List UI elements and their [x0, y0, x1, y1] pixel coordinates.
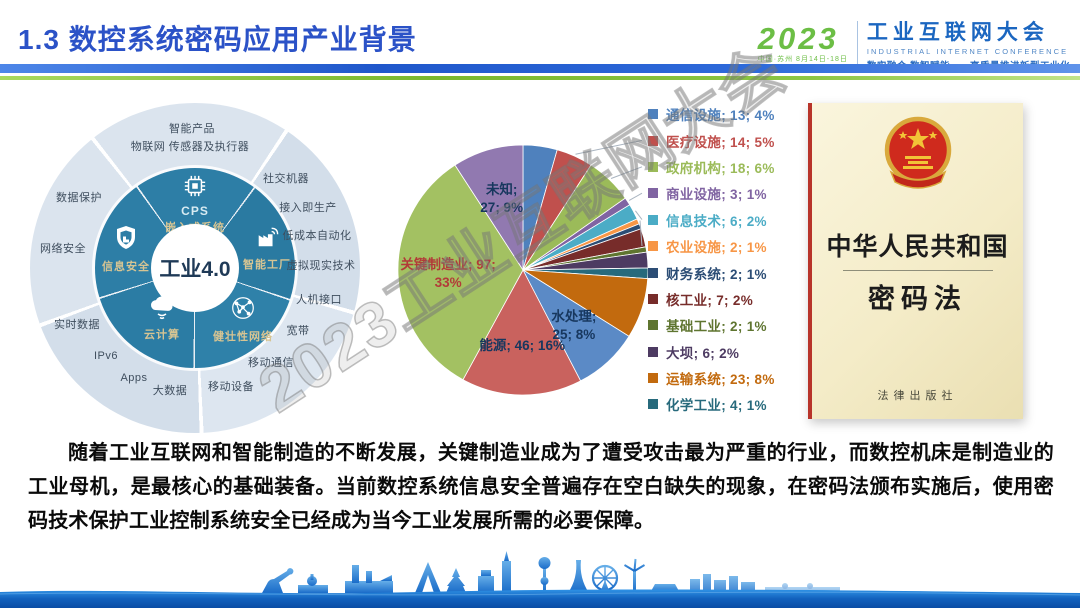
- legend-item: 政府机构; 18; 6%: [648, 154, 775, 180]
- logo-divider: [856, 21, 858, 67]
- legend-item: 农业设施; 2; 1%: [648, 233, 775, 259]
- legend-swatch-icon: [648, 188, 658, 199]
- wheel-segment-infosec: 信息安全: [80, 224, 172, 274]
- legend-leader-line: [628, 192, 643, 201]
- wheel-outer-label: 实时数据: [54, 319, 100, 331]
- wheel-segment-smart-factory: 智能工厂: [221, 226, 313, 272]
- logo-year: 2023: [757, 21, 839, 56]
- legend-item: 通信设施; 13; 4%: [648, 101, 775, 127]
- logo-name: 工业互联网大会: [866, 21, 1049, 44]
- legend-label: 政府机构; 18; 6%: [666, 160, 775, 176]
- wheel-outer-label: 网络安全: [40, 243, 86, 255]
- legend-swatch-icon: [648, 109, 658, 120]
- pie-legend: 通信设施; 13; 4% 医疗设施; 14; 5% 政府机构; 18; 6% 商业设施…: [648, 101, 775, 418]
- legend-item: 基础工业; 2; 1%: [648, 312, 775, 338]
- legend-swatch-icon: [648, 346, 658, 357]
- wheel-outer-label: 社交机器: [263, 173, 309, 185]
- legend-label: 基础工业; 2; 1%: [666, 319, 767, 335]
- header-rule-green: [0, 76, 1080, 80]
- logo-subtitle: 中国·苏州 8月14日-18日: [757, 56, 848, 63]
- wheel-label: 健壮性网络: [213, 331, 273, 343]
- wheel-label: 信息安全: [102, 261, 150, 273]
- header-rule-blue: [0, 64, 1080, 73]
- book-title-law: 密码法: [868, 284, 967, 314]
- network-icon: [229, 294, 257, 327]
- legend-label: 财务系统; 2; 1%: [666, 266, 767, 282]
- legend-item: 医疗设施; 14; 5%: [648, 127, 775, 153]
- pie-data-label: 能源; 46; 16%: [479, 337, 565, 353]
- legend-swatch-icon: [648, 267, 658, 278]
- cryptography-law-book-cover: 中华人民共和国 密码法 法律出版社: [808, 103, 1023, 419]
- legend-swatch-icon: [648, 135, 658, 146]
- attack-sectors-pie-chart: 水处理; 25; 8%能源; 46; 16% 关键制造业; 97; 33% 未知; 27;…: [397, 139, 649, 396]
- legend-item: 财务系统; 2; 1%: [648, 259, 775, 285]
- legend-label: 信息技术; 6; 2%: [666, 213, 767, 229]
- legend-leader-line: [575, 139, 643, 155]
- pie-slice: [454, 144, 524, 272]
- book-title-divider: [842, 270, 993, 271]
- pie-data-label: 未知; 27; 9%: [480, 181, 523, 215]
- wheel-outer-label: IPv6: [93, 350, 119, 362]
- legend-swatch-icon: [648, 214, 658, 225]
- wheel-outer-label: 移动通信: [248, 357, 294, 369]
- legend-label: 通信设施; 13; 4%: [666, 108, 775, 124]
- wheel-outer-label: 宽带: [286, 325, 310, 337]
- wheel-outer-label: 低成本自动化: [282, 230, 352, 242]
- wheel-outer-label: 人机接口: [296, 294, 342, 306]
- wheel-outer-label: Apps: [120, 372, 148, 384]
- wheel-outer-label: 接入即生产: [279, 202, 337, 214]
- wheel-outer-label: 虚拟现实技术: [286, 260, 356, 272]
- legend-swatch-icon: [648, 399, 658, 410]
- city-skyline-graphic: [0, 551, 1080, 608]
- wheel-label: 智能工厂: [243, 259, 291, 271]
- legend-leader-line: [634, 210, 643, 220]
- wheel-outer-label: 物联网 传感器及执行器: [130, 141, 250, 153]
- legend-swatch-icon: [648, 161, 658, 172]
- logo-name-en: INDUSTRIAL INTERNET CONFERENCE: [866, 47, 1069, 56]
- legend-label: 大坝; 6; 2%: [666, 345, 740, 361]
- legend-leader-line: [639, 220, 643, 247]
- wheel-outer-label: 大数据: [152, 385, 188, 397]
- legend-swatch-icon: [648, 373, 658, 384]
- legend-item: 核工业; 7; 2%: [648, 286, 775, 312]
- pie-slice: [462, 269, 582, 396]
- industry40-wheel-diagram: CPS 嵌入式系统 智能工厂 健壮性网络 云计算 信息安全 工业4.0 智能产品…: [20, 102, 370, 434]
- legend-item: 化学工业; 4; 1%: [648, 391, 775, 417]
- wheel-segment-robust-network: 健壮性网络: [197, 294, 289, 344]
- national-emblem-icon: [879, 114, 957, 203]
- pie-slice: [397, 164, 524, 381]
- legend-label: 核工业; 7; 2%: [666, 292, 754, 308]
- book-title-country: 中华人民共和国: [826, 234, 1009, 261]
- legend-swatch-icon: [648, 293, 658, 304]
- legend-label: 农业设施; 2; 1%: [666, 240, 767, 256]
- legend-label: 商业设施; 3; 1%: [666, 187, 767, 203]
- shield-icon: [113, 224, 139, 257]
- wheel-outer-label: 移动设备: [208, 381, 254, 393]
- chip-icon: [182, 174, 208, 203]
- pie-data-label: 水处理; 25; 8%: [551, 308, 596, 342]
- body-paragraph: 随着工业互联网和智能制造的不断发展，关键制造业成为了遭受攻击最为严重的行业，而数…: [28, 442, 1054, 532]
- page-title: 1.3 数控系统密码应用产业背景: [18, 24, 417, 55]
- legend-label: 医疗设施; 14; 5%: [666, 134, 775, 150]
- legend-leader-line: [610, 166, 643, 179]
- wheel-label: CPS: [181, 204, 209, 218]
- legend-label: 化学工业; 4; 1%: [666, 398, 767, 414]
- legend-item: 商业设施; 3; 1%: [648, 180, 775, 206]
- legend-swatch-icon: [648, 320, 658, 331]
- wheel-outer-label: 智能产品: [169, 123, 215, 135]
- legend-item: 大坝; 6; 2%: [648, 339, 775, 365]
- legend-label: 运输系统; 23; 8%: [666, 372, 775, 388]
- wheel-center-label: 工业4.0: [151, 224, 239, 312]
- wheel-outer-label: 数据保护: [56, 192, 102, 204]
- factory-icon: [254, 226, 280, 255]
- legend-item: 运输系统; 23; 8%: [648, 365, 775, 391]
- pie-data-label: 关键制造业; 97; 33%: [400, 256, 495, 290]
- book-publisher: 法律出版社: [877, 390, 958, 402]
- legend-swatch-icon: [648, 241, 658, 252]
- legend-item: 信息技术; 6; 2%: [648, 207, 775, 233]
- wheel-label: 云计算: [144, 329, 180, 341]
